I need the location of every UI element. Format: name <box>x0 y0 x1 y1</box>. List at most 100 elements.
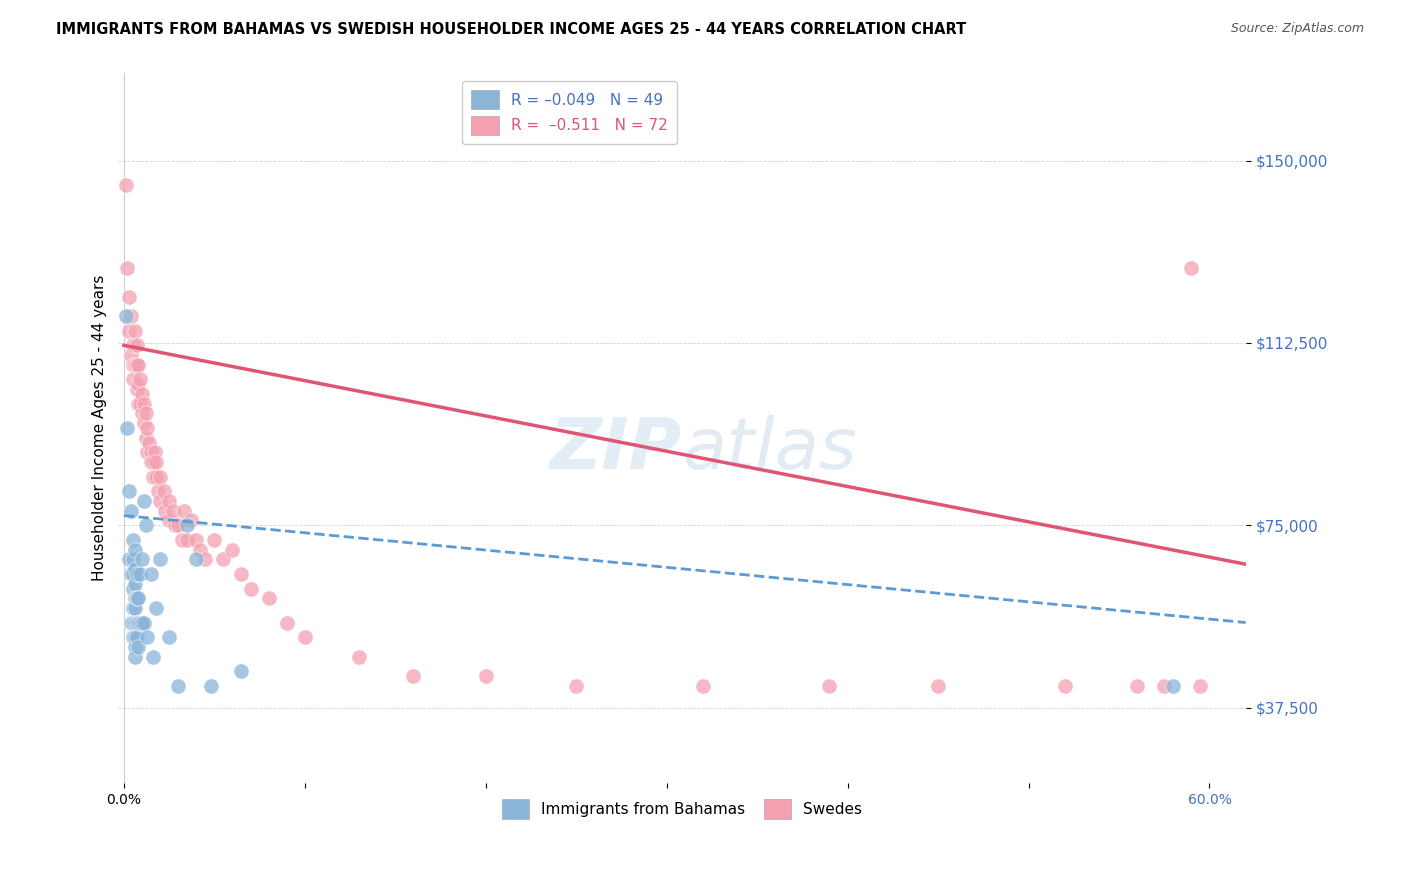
Point <box>127 640 149 654</box>
Point <box>149 469 172 483</box>
Point <box>132 416 155 430</box>
Point <box>125 591 148 606</box>
Point <box>162 504 184 518</box>
Point <box>180 513 202 527</box>
Point <box>124 640 146 654</box>
Point <box>145 469 167 483</box>
Point <box>132 397 155 411</box>
Point <box>129 566 152 581</box>
Point <box>142 455 165 469</box>
Point <box>167 518 190 533</box>
Point <box>127 358 149 372</box>
Point <box>135 406 157 420</box>
Point <box>257 591 280 606</box>
Point <box>122 566 145 581</box>
Point <box>148 484 170 499</box>
Point <box>157 513 180 527</box>
Point <box>129 372 152 386</box>
Point <box>239 582 262 596</box>
Point <box>117 260 139 275</box>
Point <box>202 533 225 547</box>
Point <box>163 518 186 533</box>
Point <box>125 566 148 581</box>
Point <box>136 421 159 435</box>
Text: IMMIGRANTS FROM BAHAMAS VS SWEDISH HOUSEHOLDER INCOME AGES 25 - 44 YEARS CORRELA: IMMIGRANTS FROM BAHAMAS VS SWEDISH HOUSE… <box>56 22 966 37</box>
Point <box>294 630 316 644</box>
Point <box>136 630 159 644</box>
Point <box>927 679 949 693</box>
Point <box>122 582 145 596</box>
Point <box>124 576 146 591</box>
Point <box>474 669 496 683</box>
Point <box>173 504 195 518</box>
Point <box>135 518 157 533</box>
Point <box>127 377 149 392</box>
Point <box>188 542 211 557</box>
Point <box>122 533 145 547</box>
Point <box>221 542 243 557</box>
Point <box>124 562 146 576</box>
Point <box>114 178 136 192</box>
Point <box>139 566 162 581</box>
Point <box>176 518 198 533</box>
Point <box>565 679 588 693</box>
Point <box>114 309 136 323</box>
Point <box>142 469 165 483</box>
Point <box>122 338 145 352</box>
Point <box>124 324 146 338</box>
Point <box>347 649 370 664</box>
Point <box>129 615 152 630</box>
Point <box>145 601 167 615</box>
Point <box>194 552 217 566</box>
Point <box>231 566 253 581</box>
Point <box>1189 679 1212 693</box>
Point <box>127 591 149 606</box>
Point <box>125 615 148 630</box>
Point <box>125 358 148 372</box>
Point <box>1180 260 1202 275</box>
Point <box>818 679 841 693</box>
Point <box>124 591 146 606</box>
Point <box>127 615 149 630</box>
Point <box>155 504 177 518</box>
Text: atlas: atlas <box>682 415 856 483</box>
Point <box>118 484 141 499</box>
Point <box>131 387 153 401</box>
Point <box>139 445 162 459</box>
Point <box>122 615 145 630</box>
Point <box>152 484 174 499</box>
Point <box>1153 679 1175 693</box>
Text: ZIP: ZIP <box>550 415 682 483</box>
Point <box>231 664 253 678</box>
Point <box>125 338 148 352</box>
Point <box>120 615 142 630</box>
Point <box>124 542 146 557</box>
Point <box>122 358 145 372</box>
Point <box>402 669 425 683</box>
Point <box>276 615 298 630</box>
Y-axis label: Householder Income Ages 25 - 44 years: Householder Income Ages 25 - 44 years <box>93 275 107 582</box>
Point <box>124 615 146 630</box>
Point <box>149 494 172 508</box>
Point <box>138 435 160 450</box>
Point <box>120 348 142 362</box>
Point <box>135 431 157 445</box>
Point <box>149 552 172 566</box>
Point <box>124 601 146 615</box>
Point <box>1053 679 1076 693</box>
Point <box>129 397 152 411</box>
Point <box>157 630 180 644</box>
Point <box>122 372 145 386</box>
Text: Source: ZipAtlas.com: Source: ZipAtlas.com <box>1230 22 1364 36</box>
Point <box>157 494 180 508</box>
Point <box>200 679 222 693</box>
Point <box>1126 679 1149 693</box>
Point <box>142 649 165 664</box>
Point <box>120 504 142 518</box>
Point <box>122 552 145 566</box>
Point <box>186 552 208 566</box>
Point <box>120 566 142 581</box>
Point <box>122 630 145 644</box>
Point <box>143 445 166 459</box>
Point <box>131 615 153 630</box>
